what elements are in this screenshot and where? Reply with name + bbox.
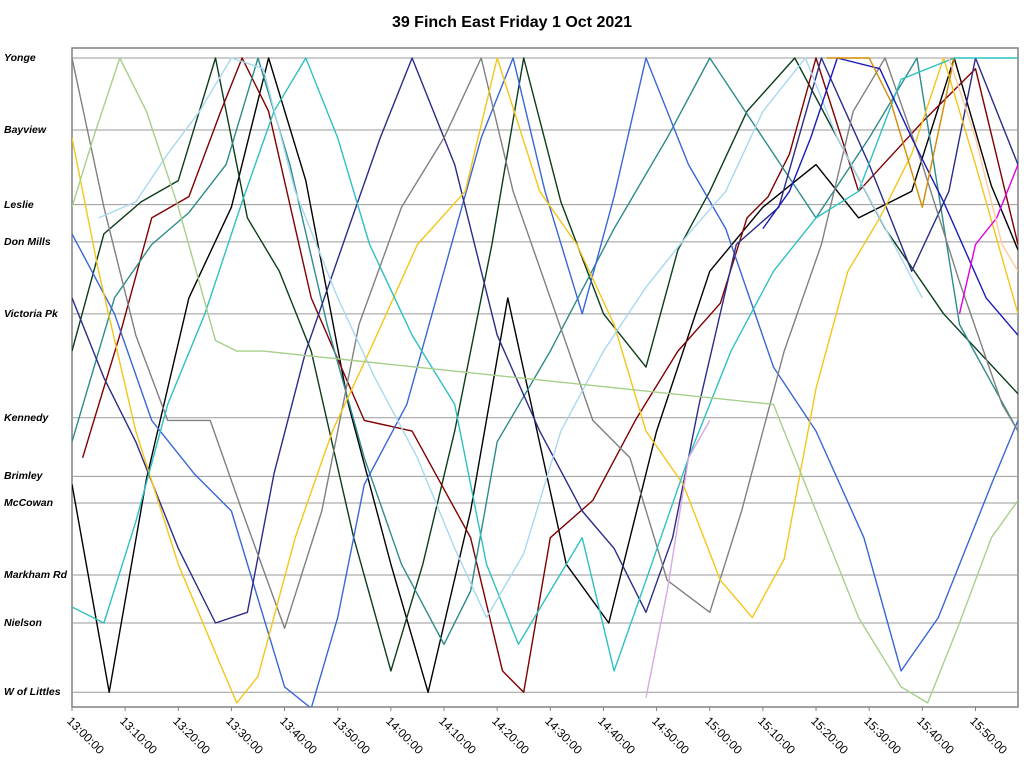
stop-label: Nielson (4, 616, 42, 629)
stop-label: Kennedy (4, 411, 49, 424)
stop-label: Victoria Pk (4, 307, 58, 320)
stop-label: Don Mills (4, 235, 51, 248)
bus-trace-7 (72, 57, 1018, 704)
stop-label: Markham Rd (4, 569, 68, 581)
stop-label: Leslie (4, 198, 34, 211)
bus-trace-4 (72, 57, 1018, 707)
stop-label: Yonge (4, 52, 36, 64)
chart-title: 39 Finch East Friday 1 Oct 2021 (391, 14, 633, 31)
bus-trace-1 (72, 57, 1018, 672)
y-axis-labels: Yonge Bayview Leslie Don Mills Victoria Pk Ke… (0, 0, 72, 775)
bus-trace-13 (826, 57, 955, 208)
bus-trace-11 (762, 57, 1018, 336)
bus-trace-12 (958, 164, 1018, 314)
series-group (72, 57, 1018, 707)
stop-label: W of Littles (4, 686, 61, 699)
bus-trace-14 (645, 420, 711, 698)
bus-trace-6 (72, 57, 1018, 629)
bus-trace-8 (72, 57, 1018, 672)
bus-trace-9 (98, 57, 923, 619)
bus-trace-15 (948, 57, 1018, 272)
stop-label: McCowan (4, 497, 54, 510)
stop-label: Bayview (4, 123, 47, 136)
plot-area (71, 47, 1019, 708)
bus-trace-0 (72, 57, 1018, 693)
stop-label: Brimley (4, 470, 43, 483)
bus-trace-5 (72, 57, 1018, 624)
bus-trace-10 (72, 57, 1018, 704)
